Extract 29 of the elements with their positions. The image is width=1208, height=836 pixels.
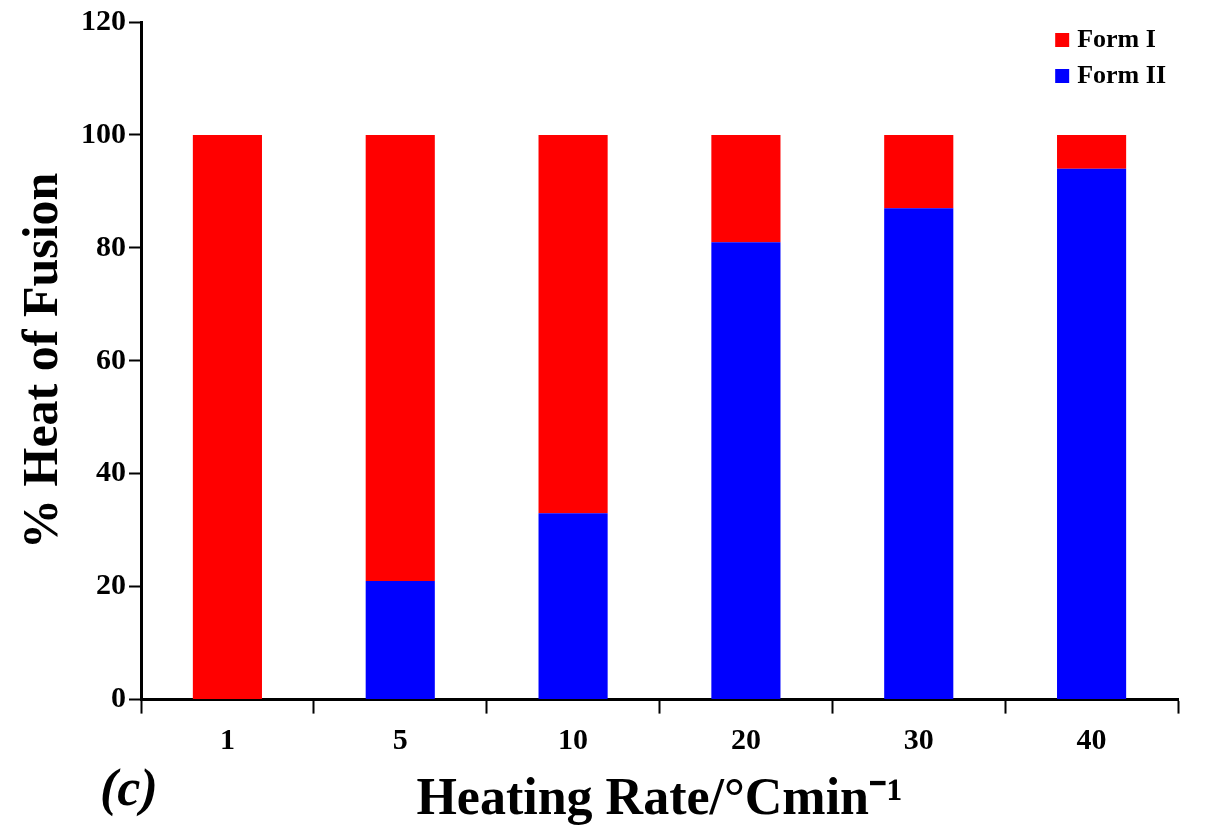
y-tick-label: 20 <box>96 567 126 601</box>
x-tick-label: 1 <box>219 722 235 756</box>
legend-label: Form I <box>1077 23 1156 53</box>
y-tick-label: 60 <box>96 341 126 375</box>
y-tick-label: 0 <box>111 680 126 714</box>
x-axis-title: Heating Rate/°Cmin⁻¹ <box>416 768 903 826</box>
x-tick-label: 40 <box>1076 722 1107 756</box>
y-tick-label: 80 <box>96 228 126 262</box>
bar <box>711 242 781 700</box>
bar <box>1057 134 1127 169</box>
bar <box>711 134 781 243</box>
text: (c) <box>100 759 158 817</box>
legend-label: Form II <box>1077 59 1167 89</box>
bar <box>884 208 954 700</box>
y-axis-title: % Heat of Fusion <box>11 172 68 549</box>
x-tick-label: 5 <box>392 722 408 756</box>
x-tick-label: 10 <box>558 722 589 756</box>
x-tick-label: 20 <box>730 722 761 756</box>
y-tick-label: 40 <box>96 454 126 488</box>
bar <box>538 513 608 700</box>
bar <box>365 581 435 700</box>
y-tick-label: 100 <box>81 115 126 149</box>
bar <box>884 134 954 209</box>
y-tick-label: 120 <box>81 2 126 36</box>
bar <box>192 134 262 700</box>
bar <box>538 134 608 514</box>
x-tick-label: 30 <box>903 722 934 756</box>
bar <box>1057 168 1127 700</box>
bar <box>365 134 435 582</box>
